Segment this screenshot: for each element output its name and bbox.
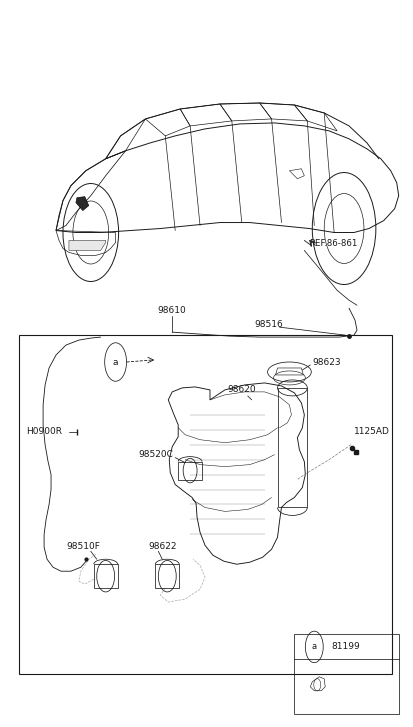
Text: 98623: 98623 <box>311 358 340 366</box>
Text: H0900R: H0900R <box>26 427 62 436</box>
Polygon shape <box>76 196 88 211</box>
Bar <box>93 564 117 588</box>
Polygon shape <box>69 241 105 250</box>
Text: 98520C: 98520C <box>138 450 173 459</box>
Bar <box>178 462 202 480</box>
Text: 98610: 98610 <box>157 306 186 315</box>
Bar <box>277 388 306 507</box>
Text: 81199: 81199 <box>330 643 359 651</box>
Text: 98510F: 98510F <box>66 542 100 551</box>
Text: a: a <box>311 643 316 651</box>
Text: 98516: 98516 <box>254 320 283 329</box>
Text: 1125AD: 1125AD <box>353 427 389 436</box>
Bar <box>19 335 391 674</box>
Text: REF.86-861: REF.86-861 <box>309 239 357 248</box>
Bar <box>155 564 179 588</box>
Text: a: a <box>113 358 118 366</box>
Text: 98622: 98622 <box>148 542 176 551</box>
Bar <box>294 634 398 714</box>
Text: 98620: 98620 <box>227 385 256 395</box>
